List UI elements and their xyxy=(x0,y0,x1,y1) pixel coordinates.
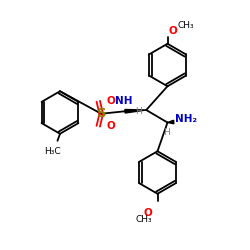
Text: NH₂: NH₂ xyxy=(176,114,198,124)
Polygon shape xyxy=(125,110,146,113)
Text: H₃C: H₃C xyxy=(44,148,61,156)
Polygon shape xyxy=(168,120,174,124)
Text: O: O xyxy=(144,208,152,218)
Text: NH: NH xyxy=(116,96,133,106)
Text: H: H xyxy=(135,107,142,116)
Text: O: O xyxy=(169,26,177,36)
Text: H: H xyxy=(163,128,170,137)
Text: O: O xyxy=(106,121,115,131)
Text: O: O xyxy=(106,96,115,106)
Text: S: S xyxy=(98,107,107,120)
Text: CH₃: CH₃ xyxy=(177,21,194,30)
Text: CH₃: CH₃ xyxy=(136,215,152,224)
